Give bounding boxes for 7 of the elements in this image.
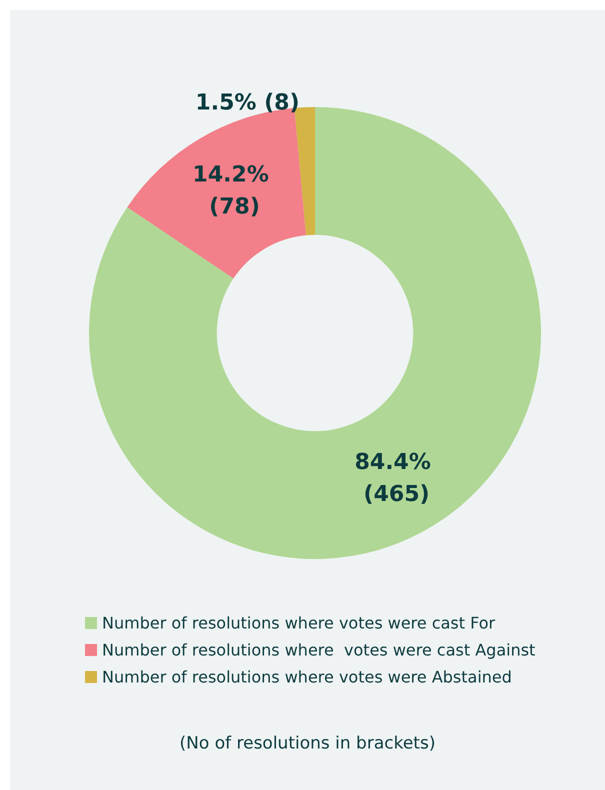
- legend-label: Number of resolutions where votes were Abstained: [102, 668, 512, 686]
- data-label: 14.2% (78): [192, 162, 269, 220]
- data-label: 1.5% (8): [195, 90, 300, 116]
- legend-label: Number of resolutions where votes were cast Against: [102, 640, 536, 660]
- data-label: 84.4% (465): [354, 450, 431, 508]
- text: (No of resolutions in brackets): [180, 734, 436, 754]
- legend-label: Number of resolutions where votes were cast For: [102, 614, 496, 632]
